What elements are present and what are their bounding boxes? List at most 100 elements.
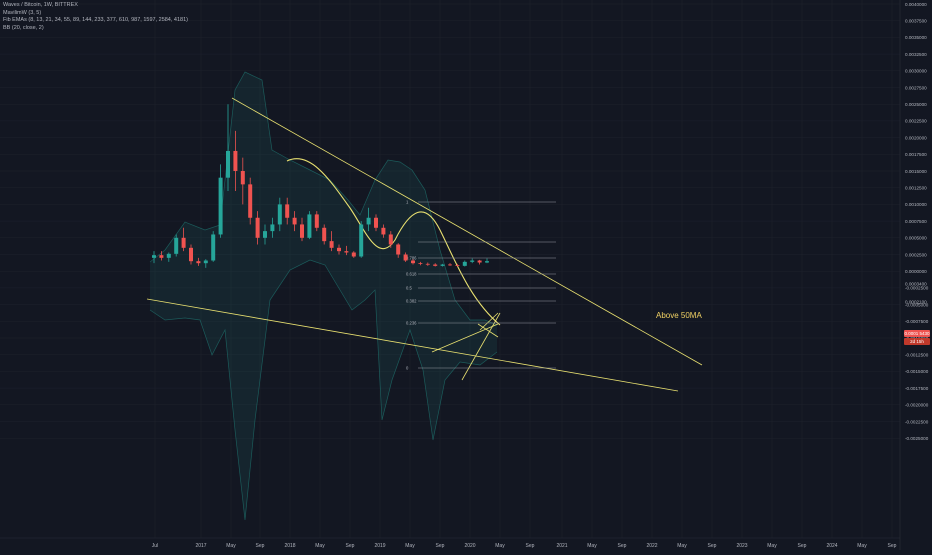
candle-body [381,227,386,235]
y-axis-tick-label: 0.0012500 [905,186,927,191]
y-axis-tick-label: 0.0040000 [905,2,927,7]
candle-body [270,224,275,232]
y-axis-tick-label: 0.0002500 [905,252,927,257]
x-axis-tick-label: May [587,543,597,549]
candle-body [425,263,430,265]
x-axis-tick-label: Sep [436,543,445,549]
y-axis-tick-label: 0.0035000 [905,35,927,40]
y-axis-tick-label: -0.0007500 [905,319,929,324]
candle-body [374,217,378,228]
candle-body [329,241,334,248]
x-axis-tick-label: 2023 [736,543,747,549]
indicator-fib-emas[interactable]: Fib EMAs (8, 13, 21, 34, 55, 89, 144, 23… [3,17,188,24]
fib-level-label: 1 [406,200,409,205]
fib-level-label: 0.382 [406,299,417,304]
x-axis-tick-label: Jul [152,543,158,549]
candle-body [196,261,201,264]
x-axis-tick-label: May [767,543,777,549]
y-axis-tick-label: 0.0020000 [905,135,927,140]
candle-body [300,224,304,238]
y-axis-tick-label: -0.0002500 [905,286,929,291]
trendline [231,97,703,366]
candle-body [322,227,327,242]
candle-body [218,177,223,235]
bb-upper-band [149,71,498,326]
x-axis-tick-label: 2017 [195,543,206,549]
candle-body [152,255,156,258]
y-axis-tick-label: 0.0007500 [905,219,927,224]
trendlines [146,97,703,392]
moving-average-curve [286,158,501,326]
candle-body [255,217,260,238]
candle-body [189,247,193,262]
x-axis-tick-label: 2022 [646,543,657,549]
candle-body [181,237,186,248]
y-axis-tick-label: -0.0022500 [905,419,929,424]
candle-body [307,214,312,238]
y-axis-panel [900,0,932,550]
fib-level-label: 0 [406,366,409,371]
candle-body [477,260,482,263]
indicator-mavilimw[interactable]: MavilimW (3, 5) [3,9,42,16]
candle-body [470,260,475,262]
bar-countdown-tag: 2d 15h [904,338,930,345]
y-axis-tick-label: -0.0020000 [905,403,929,408]
x-axis-tick-label: May [495,543,505,549]
last-price-tag: 0.0001 5430 [904,330,930,337]
candle-body [344,251,349,253]
y-axis-tick-label: 0.0032500 [905,52,927,57]
trendline [146,298,679,392]
candle-body [226,150,230,178]
candle-body [396,244,401,255]
candle-body [285,204,290,218]
candle-body [448,264,452,266]
candle-body [418,263,423,264]
trendline [477,323,499,338]
y-axis-tick-label: 0.0003400 [905,282,927,287]
y-axis-tick-label: 0.0010000 [905,202,927,207]
y-axis-tick-label: 0.0015000 [905,169,927,174]
indicator-bb[interactable]: BB (20, close, 2) [3,24,44,31]
y-axis-tick-label: 0.0025000 [905,102,927,107]
fib-level-label: 0.786 [406,256,417,261]
candle-body [359,224,364,257]
candle-body [403,254,408,261]
bollinger-bands [149,71,498,521]
y-axis-tick-label: 0.0022500 [905,119,927,124]
bb-fill [150,72,497,520]
trendline [431,323,499,353]
fib-level-label: 0.618 [406,272,417,277]
candle-body [240,171,245,185]
x-axis-tick-label: May [315,543,325,549]
x-axis-tick-label: Sep [256,543,265,549]
x-axis-tick-label: 2020 [464,543,475,549]
y-axis-tick-label: 0.0017500 [905,152,927,157]
x-axis-tick-label: May [226,543,236,549]
candle-body [248,184,253,218]
x-axis-tick-label: Sep [798,543,807,549]
bb-lower-band [149,259,498,521]
x-axis-tick-label: Sep [618,543,627,549]
trendline [461,312,501,381]
symbol-title[interactable]: Waves / Bitcoin, 1W, BITTREX [3,2,78,8]
candle-body [314,214,319,228]
x-axis-tick-label: 2021 [556,543,567,549]
candle-body [440,264,445,266]
y-axis-tick-label: -0.0025000 [905,436,929,441]
x-axis-tick-label: Sep [708,543,717,549]
x-axis-tick-label: May [405,543,415,549]
fib-retracement: 1 0.786 0.618 0.5 0.382 0.236 0 [406,200,556,371]
x-axis-tick-label: May [857,543,867,549]
candle-body [174,237,179,254]
candle-body [411,260,415,264]
candle-body [292,217,297,225]
candle-body [366,217,371,225]
candle-body [337,247,341,252]
chart-annotation[interactable]: Above 50MA [656,311,702,320]
y-axis-tick-label: 0.0005000 [905,236,927,241]
candle-body [388,234,393,245]
candle-body [485,261,489,263]
